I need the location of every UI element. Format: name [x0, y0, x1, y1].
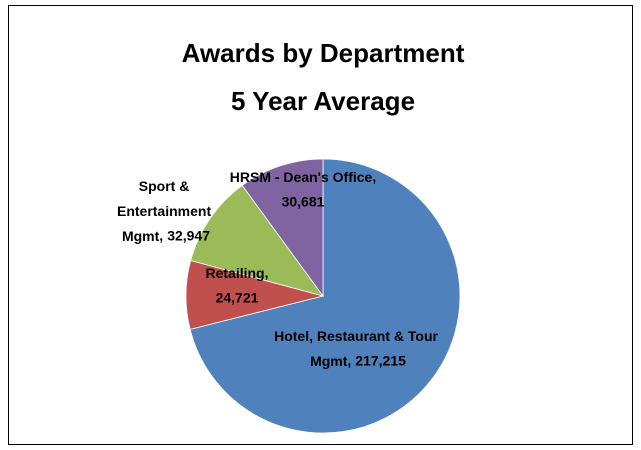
- label-separator: ,: [159, 228, 163, 244]
- category-label: Retailing: [205, 265, 264, 281]
- value-label: 30,681: [282, 194, 325, 210]
- data-label: Sport & Entertainment Mgmt, 32,947: [117, 178, 215, 244]
- data-label: Retailing , 24,721: [205, 265, 268, 306]
- category-label: Sport & Entertainment Mgmt: [117, 178, 215, 244]
- chart-title-line: 5 Year Average: [231, 86, 415, 116]
- pie-slice: [189, 158, 461, 434]
- category-label: HRSM - Dean's Office: [230, 169, 373, 185]
- label-separator: ,: [372, 169, 376, 185]
- pie-slice: [190, 184, 324, 297]
- data-label: Hotel, Restaurant & Tour Mgmt, 217,215: [274, 328, 442, 369]
- category-label: Hotel, Restaurant & Tour Mgmt: [274, 328, 442, 369]
- value-label: 217,215: [355, 353, 406, 369]
- label-separator: ,: [347, 353, 351, 369]
- pie-slice: [241, 158, 324, 298]
- label-separator: ,: [265, 265, 269, 281]
- data-label: HRSM - Dean's Office , 30,681: [230, 169, 376, 210]
- value-label: 32,947: [167, 228, 210, 244]
- value-label: 24,721: [216, 290, 259, 306]
- chart-title-line: Awards by Department: [182, 38, 465, 68]
